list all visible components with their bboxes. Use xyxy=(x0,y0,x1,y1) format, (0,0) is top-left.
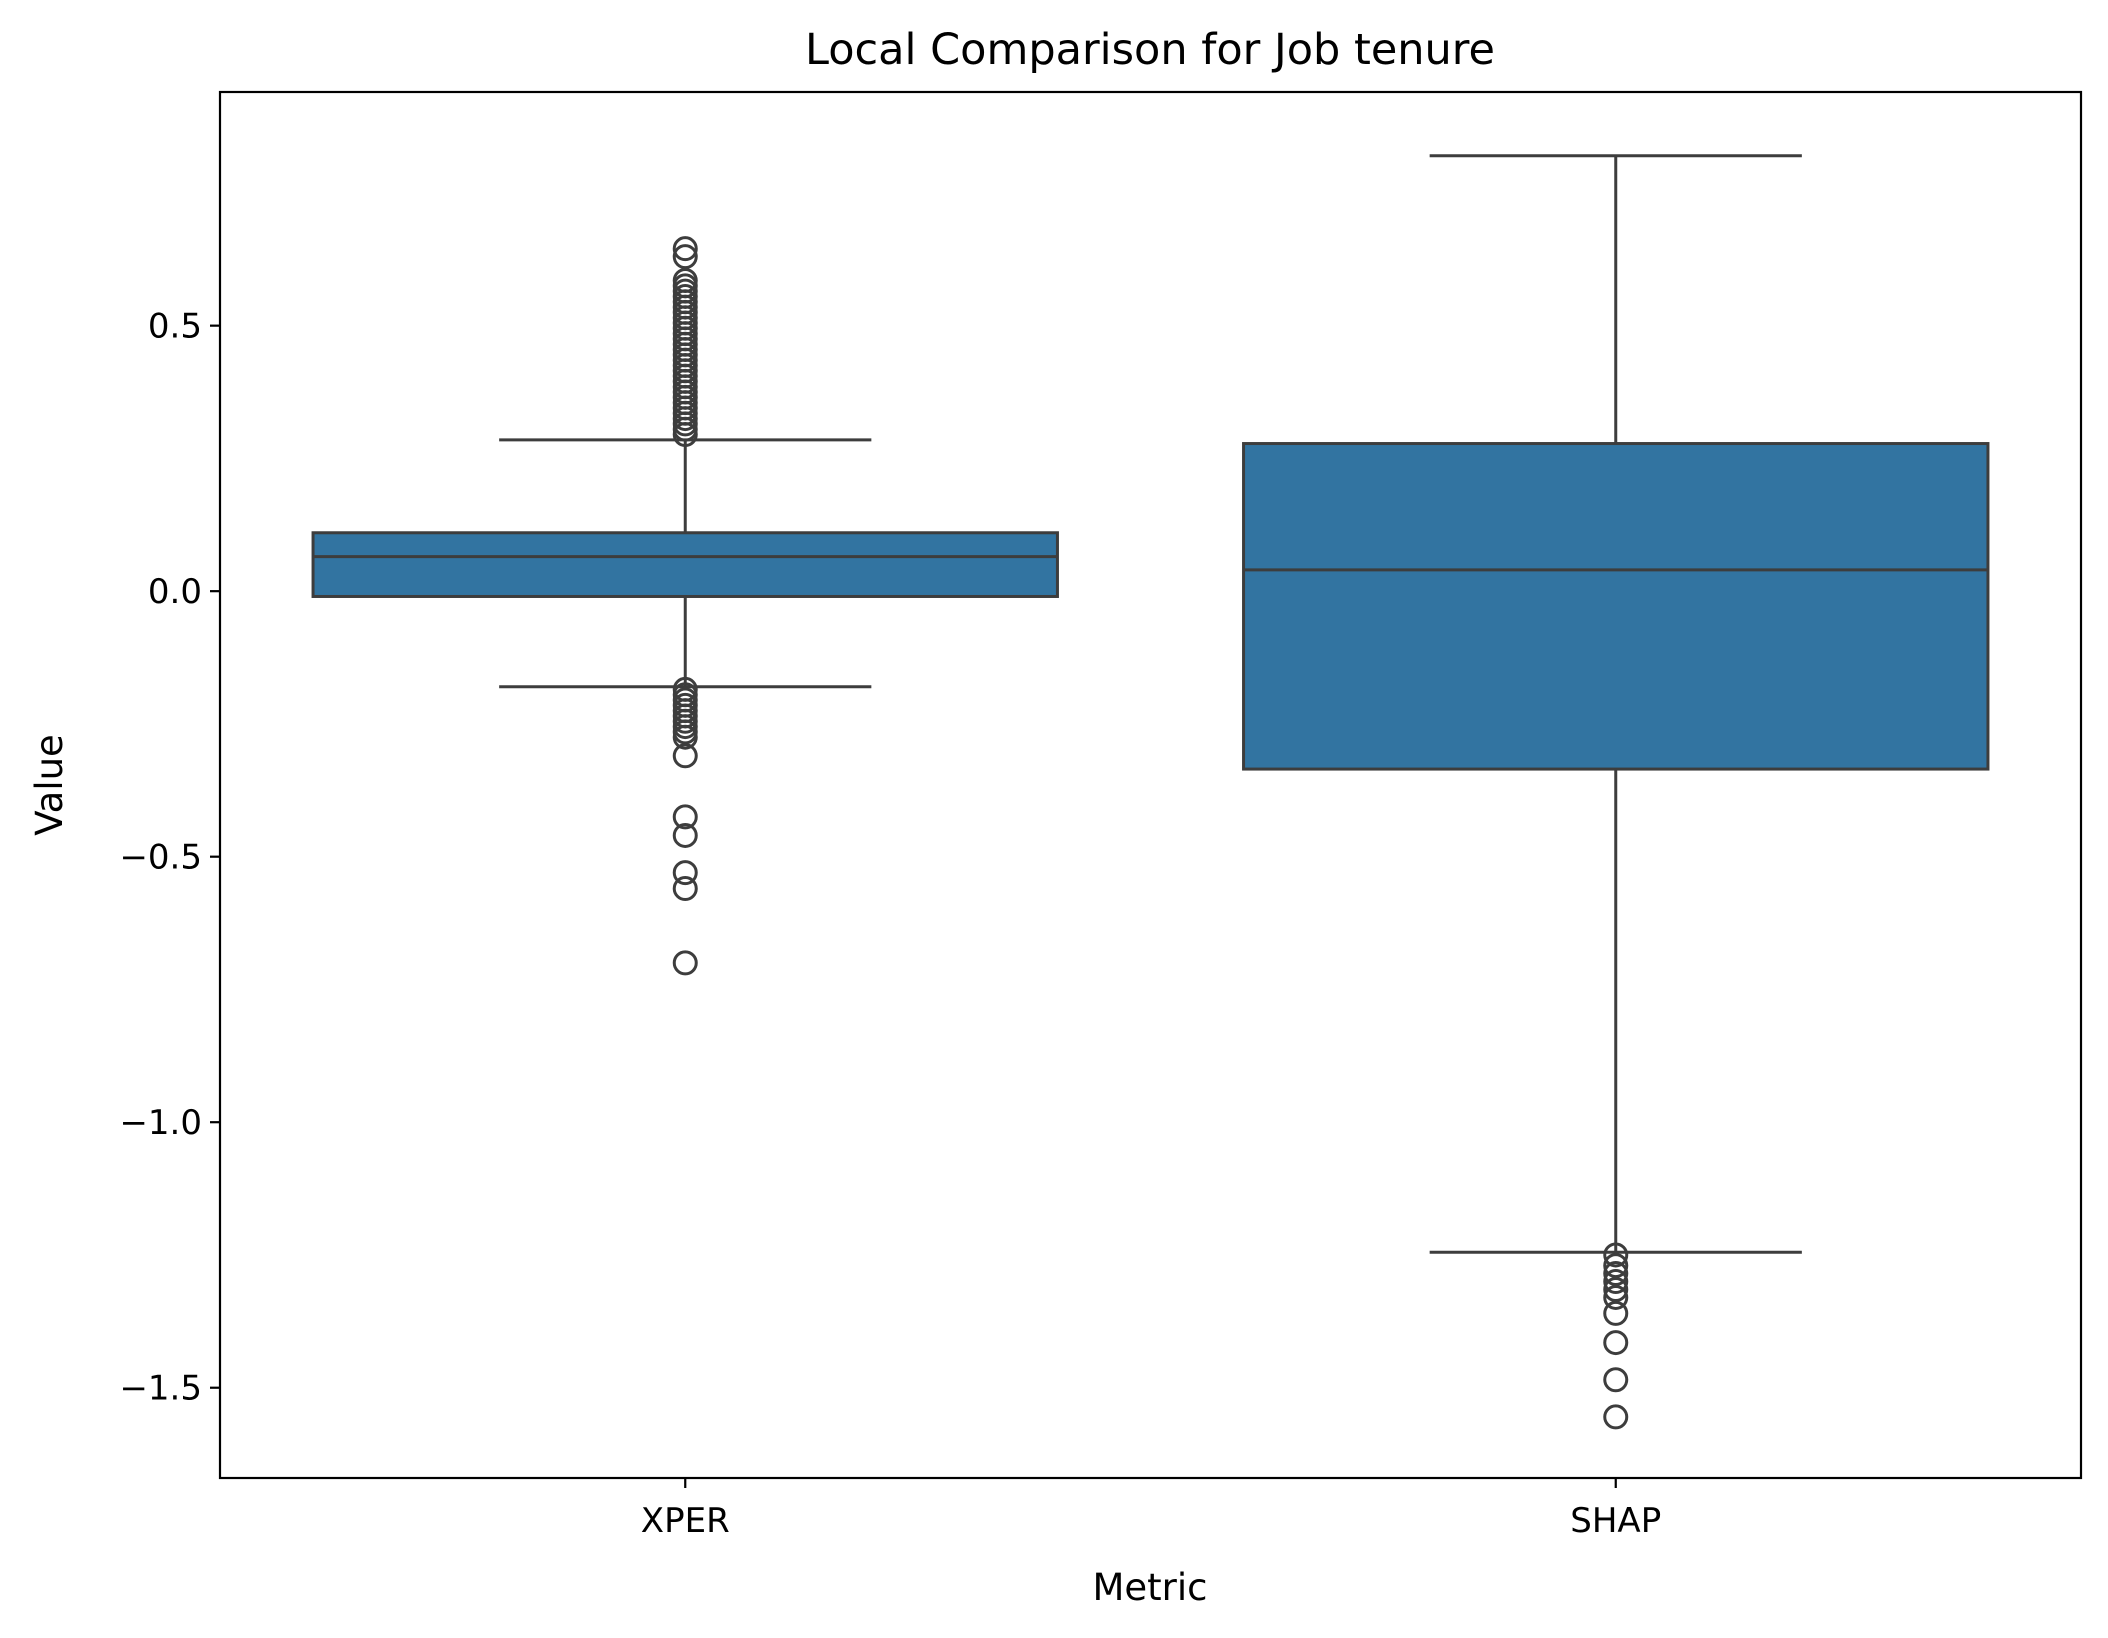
outlier-point xyxy=(672,822,698,848)
y-axis-label: Value xyxy=(28,734,71,836)
outlier-point xyxy=(672,860,698,886)
outlier-point xyxy=(672,422,698,448)
x-axis-label: Metric xyxy=(1092,1566,1207,1609)
box-group-xper xyxy=(311,236,1059,976)
box-group-shap xyxy=(1242,154,1990,1430)
y-tick-label: −1.0 xyxy=(119,1103,202,1143)
outlier-point xyxy=(1603,1300,1629,1326)
x-tick-label: XPER xyxy=(641,1501,730,1541)
outlier-point xyxy=(1603,1261,1629,1287)
y-tick-label: 0.5 xyxy=(148,307,202,347)
outlier-point xyxy=(672,724,698,750)
outlier-point xyxy=(1603,1330,1629,1356)
outlier-point xyxy=(1603,1276,1629,1302)
chart-title: Local Comparison for Job tenure xyxy=(805,25,1495,75)
outlier-point xyxy=(1603,1253,1629,1279)
outlier-point xyxy=(1603,1242,1629,1268)
outlier-point xyxy=(1603,1284,1629,1310)
y-tick-label: −0.5 xyxy=(119,838,202,878)
outlier-point xyxy=(1603,1269,1629,1295)
y-tick-label: 0.0 xyxy=(148,572,202,612)
outlier-point xyxy=(1603,1404,1629,1430)
y-tick-label: −1.5 xyxy=(119,1369,202,1409)
outlier-point xyxy=(672,950,698,976)
outlier-point xyxy=(672,876,698,902)
y-axis: 0.5 0.0 −0.5 −1.0 −1.5 xyxy=(119,307,220,1409)
box-iqr xyxy=(311,531,1059,598)
axes-frame xyxy=(218,90,2083,1480)
outlier-point xyxy=(672,244,698,270)
x-axis: XPER SHAP xyxy=(641,1478,1661,1541)
x-tick-label: SHAP xyxy=(1570,1501,1661,1541)
box-iqr xyxy=(1242,442,1990,771)
outlier-point xyxy=(672,236,698,262)
outlier-point xyxy=(672,743,698,769)
plot-area xyxy=(311,154,1990,1430)
outlier-point xyxy=(1603,1367,1629,1393)
outlier-point xyxy=(672,804,698,830)
